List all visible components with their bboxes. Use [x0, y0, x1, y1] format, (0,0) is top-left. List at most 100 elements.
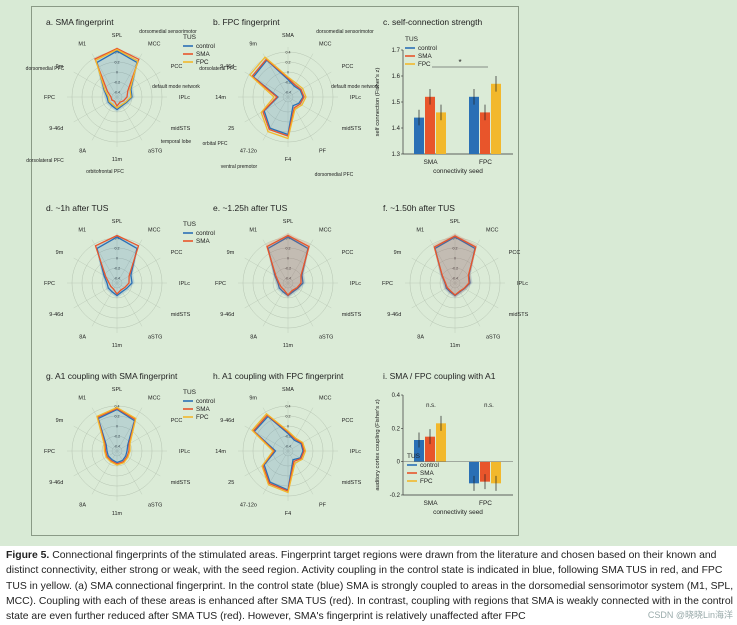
radar-line-FPC	[96, 406, 137, 466]
radar-spoke	[454, 282, 499, 309]
radar-spoke	[116, 425, 161, 452]
radar-spoke	[287, 96, 314, 141]
legend-d-label: SMA	[196, 238, 210, 245]
radar-axis-label: SMA	[282, 387, 294, 393]
radar-axis-label: 9-46d	[49, 480, 63, 486]
radar-axis-label: F4	[285, 157, 291, 163]
radar-axis-label: F4	[285, 511, 291, 517]
bar-FPC-FPC	[491, 461, 501, 484]
caption-text: Connectional fingerprints of the stimula…	[6, 550, 734, 623]
radar-spoke	[454, 282, 481, 327]
legend-a-title: TUS	[183, 34, 197, 41]
radar-spoke	[262, 450, 289, 495]
legend-i-label: SMA	[420, 470, 434, 477]
bar-FPC-SMA	[480, 112, 490, 154]
radar-axis-label: IPLc	[350, 449, 361, 455]
bar-y-tick-label: 1.7	[392, 48, 401, 54]
radar-axis-label: 47-12o	[240, 503, 257, 509]
bar-FPC-control	[469, 461, 479, 484]
radar-axis-label: aSTG	[148, 149, 162, 155]
bar-SMA-control	[414, 117, 424, 154]
radar-axis-label: aSTG	[148, 503, 162, 509]
panel-title-e: e. ~1.25h after TUS	[213, 203, 288, 213]
radar-axis-label: PF	[319, 149, 327, 155]
radar-axis-label: 25	[228, 480, 234, 486]
radar-axis-label: MCC	[148, 41, 161, 47]
radar-axis-label: aSTG	[486, 335, 500, 341]
radar-axis-label: IPLc	[350, 95, 361, 101]
radar-axis-label: PCC	[171, 64, 183, 70]
radar-line-FPC	[251, 412, 307, 494]
grey-region-label-a: default mode network	[152, 84, 200, 90]
radar-axis-label: PCC	[342, 64, 354, 70]
legend-d-label: control	[196, 230, 215, 237]
radar-axis-label: 8A	[79, 149, 86, 155]
radar-axis-label: PF	[319, 503, 327, 509]
radar-axis-label: 9-46d	[220, 312, 234, 318]
bar-x-label: connectivity seed	[433, 509, 483, 516]
radar-spoke	[411, 257, 456, 284]
radar-axis-label: PCC	[171, 250, 183, 256]
ns-label-sma: n.s.	[426, 403, 436, 409]
radar-axis-label: 9m	[249, 41, 257, 47]
radar-axis-label: SMA	[282, 33, 294, 39]
radar-spoke	[262, 96, 289, 141]
panel-title-f: f. ~1.50h after TUS	[383, 203, 455, 213]
figure-caption: Figure 5. Connectional fingerprints of t…	[6, 548, 734, 624]
bar-y-label: auditory cortex coupling (Fisher's z)	[375, 399, 381, 490]
radar-spoke	[287, 71, 332, 98]
radar-axis-label: 11m	[112, 157, 123, 163]
radar-axis-label: MCC	[486, 227, 499, 233]
radar-spoke	[116, 96, 143, 141]
grey-region-label-a: dorsomedial sensorimotor	[139, 29, 197, 35]
radar-spoke	[73, 425, 118, 452]
legend-c-label: SMA	[418, 53, 432, 60]
radar-axis-label: PCC	[342, 418, 354, 424]
radar-axis-label: M1	[78, 395, 86, 401]
radar-axis-label: M1	[78, 41, 86, 47]
significance-star: *	[458, 58, 461, 67]
legend-g-label: FPC	[196, 414, 209, 421]
bar-y-tick-label: -0.2	[390, 493, 401, 499]
radar-axis-label: PCC	[171, 418, 183, 424]
radar-axis-label: 8A	[79, 503, 86, 509]
radar-axis-label: 8A	[250, 335, 257, 341]
radar-line-FPC	[94, 48, 139, 109]
radar-line-SMA	[94, 234, 140, 296]
radar-axis-label: SPL	[112, 219, 122, 225]
bar-category-label: FPC	[479, 159, 492, 166]
radar-line-control	[96, 50, 138, 111]
radar-spoke	[73, 257, 118, 284]
radar-spoke	[116, 407, 143, 452]
radar-line-control	[97, 408, 136, 464]
radar-spoke	[91, 407, 118, 452]
caption-label: Figure 5.	[6, 550, 50, 561]
radar-spoke	[454, 257, 499, 284]
legend-c-label: FPC	[418, 61, 431, 68]
radar-axis-label: 9m	[227, 250, 235, 256]
radar-axis-label: midSTS	[509, 312, 529, 318]
radar-axis-label: IPLc	[179, 449, 190, 455]
radar-axis-label: FPC	[215, 281, 226, 287]
panel-title-a: a. SMA fingerprint	[46, 17, 114, 27]
radar-spoke	[73, 282, 118, 309]
panel-title-c: c. self-connection strength	[383, 17, 482, 27]
radar-spoke	[73, 450, 118, 477]
radar-axis-label: 11m	[112, 343, 123, 349]
radar-spoke	[244, 257, 289, 284]
radar-spoke	[244, 450, 289, 477]
radar-axis-label: 11m	[283, 343, 294, 349]
radar-axis-label: 9m	[56, 250, 64, 256]
radar-spoke	[116, 71, 161, 98]
radar-axis-label: midSTS	[171, 126, 191, 132]
panel-title-g: g. A1 coupling with SMA fingerprint	[46, 371, 178, 381]
radar-spoke	[116, 96, 161, 123]
radar-spoke	[287, 407, 314, 452]
radar-line-SMA	[433, 235, 477, 296]
bar-FPC-SMA	[480, 461, 490, 482]
radar-axis-label: 11m	[112, 511, 123, 517]
radar-axis-label: SPL	[112, 387, 122, 393]
legend-g-label: SMA	[196, 406, 210, 413]
panel-title-i: i. SMA / FPC coupling with A1	[383, 371, 496, 381]
bar-SMA-FPC	[436, 112, 446, 154]
